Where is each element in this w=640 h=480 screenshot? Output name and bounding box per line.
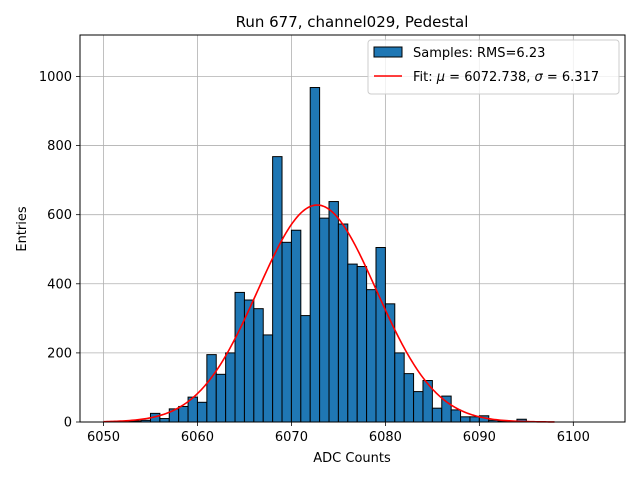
legend-histogram-label: Samples: RMS=6.23 [413,46,545,61]
histogram-bar [225,352,236,423]
histogram-bar [328,201,339,423]
chart-title: Run 677, channel029, Pedestal [236,13,469,31]
y-tick-label: 400 [47,277,72,292]
x-axis-ticks: 6050 6060 6070 6080 6090 6100 [87,422,590,445]
fit-curve [103,204,555,423]
y-axis-ticks: 0 200 400 600 800 1000 [39,70,80,431]
histogram-bar [309,87,321,423]
histogram-bar [431,407,443,423]
histogram-bar [196,401,208,423]
histogram-bar [178,405,189,423]
legend-histogram-swatch [373,46,403,58]
x-tick-label: 6070 [275,430,308,445]
histogram-bar [253,308,264,423]
histogram-bars [121,87,537,423]
histogram-bar [375,247,386,423]
histogram-bar [215,373,227,423]
y-tick-label: 800 [47,139,72,154]
y-tick-label: 200 [47,346,72,361]
histogram-bar [450,409,462,423]
x-tick-label: 6060 [181,430,214,445]
y-axis-label: Entries [15,206,30,252]
histogram-bar [460,416,471,423]
x-tick-label: 6050 [87,430,120,445]
histogram-bar [272,156,283,423]
legend: Samples: RMS=6.23 Fit: μ = 6072.738, σ =… [367,39,620,95]
plot-area-frame [79,34,626,423]
histogram-bar [403,373,415,423]
histogram-bar [159,418,170,423]
x-axis-label: ADC Counts [313,451,391,466]
histogram-bar [347,263,358,423]
x-tick-label: 6100 [557,430,590,445]
histogram-bar [394,352,405,423]
histogram-bar [366,289,377,423]
histogram-bar [413,391,424,423]
histogram-bar [234,291,245,423]
y-tick-label: 0 [64,416,72,431]
histogram-bar [337,223,349,423]
x-tick-label: 6080 [369,430,402,445]
x-tick-label: 6090 [463,430,496,445]
legend-fit-label: Fit: μ = 6072.738, σ = 6.317 [413,70,599,85]
histogram-bar [290,229,302,423]
histogram-bar [300,315,311,423]
legend-box [367,39,620,95]
histogram-bar [356,266,368,423]
y-tick-label: 1000 [39,70,72,85]
histogram-bar [262,334,274,423]
histogram-bar [206,354,217,423]
histogram-bar [281,241,292,423]
y-tick-label: 600 [47,208,72,223]
histogram-bar [319,217,330,423]
histogram-bar [469,416,480,423]
